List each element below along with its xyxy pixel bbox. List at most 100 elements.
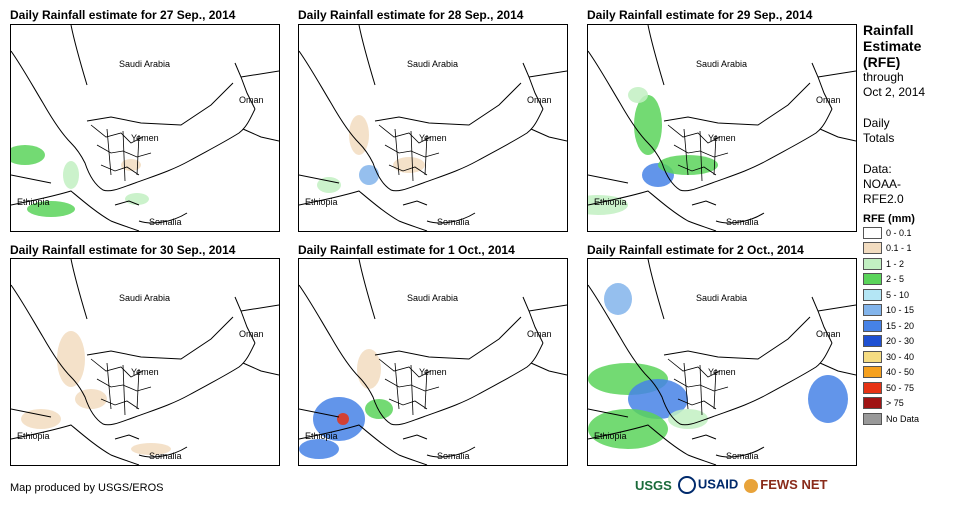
panel-title-6: Daily Rainfall estimate for 2 Oct., 2014 (587, 243, 804, 257)
legend-swatch (863, 397, 882, 410)
admin-line (96, 378, 152, 392)
admin-line (677, 398, 717, 410)
legend-swatch (863, 319, 882, 332)
legend-swatch (863, 366, 882, 379)
rain-area (131, 443, 171, 455)
legend-swatch (863, 350, 882, 363)
legend-swatch (863, 242, 882, 255)
border-line (11, 190, 140, 231)
side-title-2: Estimate (863, 38, 922, 54)
border-line (588, 50, 833, 192)
usgs-logo: USGS (635, 477, 672, 493)
fews-net-logo: FEWS NET (744, 477, 827, 493)
border-line (299, 424, 428, 465)
rain-area (359, 165, 379, 185)
admin-line (683, 128, 689, 176)
border-line (588, 190, 717, 231)
legend-label: No Data (886, 413, 920, 424)
map-panel-5: Saudi Arabia Oman Yemen Ethiopia Somalia (298, 258, 568, 466)
legend-title: RFE (mm) (863, 213, 915, 225)
map-svg (299, 259, 567, 465)
legend-label: 50 - 75 (886, 382, 915, 393)
admin-line (677, 164, 717, 176)
border-line (588, 424, 717, 465)
border-line (588, 284, 833, 426)
admin-line (384, 378, 440, 392)
admin-line (394, 128, 400, 176)
border-line (114, 200, 140, 206)
admin-line (90, 124, 144, 144)
legend-item: 5 - 10 (863, 287, 963, 303)
rain-area (349, 115, 369, 155)
legend-label: 5 - 10 (886, 289, 910, 300)
border-line (240, 304, 279, 312)
map-label-oman: Oman (816, 329, 841, 339)
legend-label: 2 - 5 (886, 274, 905, 285)
logos: USGS USAID FEWS NET (635, 476, 827, 494)
rain-area (628, 379, 688, 419)
border-line (522, 62, 544, 110)
side-title-1: Rainfall (863, 22, 914, 38)
rain-area (668, 409, 708, 429)
border-line (242, 128, 279, 142)
legend-swatch (863, 226, 882, 239)
border-line (715, 212, 765, 224)
border-line (530, 128, 567, 142)
map-label-oman: Oman (816, 95, 841, 105)
rain-area (27, 201, 75, 217)
map-label-ethiopia: Ethiopia (305, 431, 338, 441)
map-label-ethiopia: Ethiopia (305, 197, 338, 207)
border-line (819, 128, 856, 142)
legend-label: > 75 (886, 398, 904, 409)
legend-label: 10 - 15 (886, 305, 915, 316)
map-label-somalia: Somalia (437, 451, 470, 461)
border-line (402, 434, 428, 440)
legend-label: 1 - 2 (886, 258, 905, 269)
admin-line (424, 368, 428, 410)
map-label-yemen: Yemen (708, 367, 736, 377)
side-data-label: Data: (863, 162, 892, 176)
admin-line (136, 368, 140, 410)
side-through: through (863, 70, 904, 84)
border-line (299, 174, 340, 184)
border-line (242, 362, 279, 376)
admin-line (384, 144, 440, 158)
border-line (530, 362, 567, 376)
map-label-saudi: Saudi Arabia (119, 59, 171, 69)
map-label-somalia: Somalia (437, 217, 470, 227)
border-line (70, 25, 88, 86)
rain-area (365, 399, 393, 419)
admin-line (410, 364, 414, 416)
map-label-somalia: Somalia (726, 451, 759, 461)
map-label-somalia: Somalia (726, 217, 759, 227)
legend-item: 50 - 75 (863, 380, 963, 396)
legend-item: > 75 (863, 396, 963, 412)
legend-label: 0 - 0.1 (886, 227, 912, 238)
legend-swatch (863, 288, 882, 301)
map-panel-4: Saudi Arabia Oman Yemen Ethiopia Somalia (10, 258, 280, 466)
rain-area (588, 195, 628, 215)
admin-line (667, 124, 721, 144)
admin-line (424, 134, 428, 176)
admin-line (673, 378, 729, 392)
map-label-yemen: Yemen (131, 367, 159, 377)
fews-globe-icon (744, 478, 759, 493)
rain-area (63, 161, 79, 189)
border-line (811, 296, 833, 344)
rain-area (21, 409, 61, 429)
map-label-yemen: Yemen (131, 133, 159, 143)
border-line (426, 446, 476, 458)
rain-area (337, 413, 349, 425)
map-label-somalia: Somalia (149, 451, 182, 461)
map-svg (11, 25, 279, 231)
panel-title-1: Daily Rainfall estimate for 27 Sep., 201… (10, 8, 236, 22)
map-label-ethiopia: Ethiopia (594, 197, 627, 207)
border-line (819, 362, 856, 376)
border-line (358, 259, 376, 320)
map-svg (588, 25, 856, 231)
map-label-saudi: Saudi Arabia (696, 59, 748, 69)
border-line (299, 408, 340, 418)
border-line (234, 62, 256, 110)
map-label-yemen: Yemen (419, 133, 447, 143)
map-label-yemen: Yemen (708, 133, 736, 143)
